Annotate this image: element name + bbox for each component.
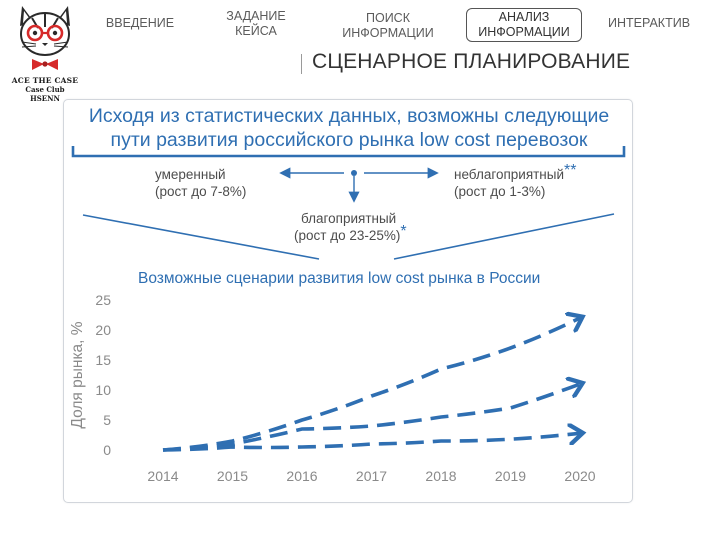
option-unfavorable: неблагоприятный** (рост до 1-3%) (454, 162, 576, 200)
x-tick-label: 2018 (425, 468, 456, 484)
chart-title: Возможные сценарии развития low cost рын… (138, 270, 541, 287)
nav-case-task-label-2: КЕЙСА (235, 24, 277, 38)
x-tick-label: 2016 (286, 468, 317, 484)
options-arrow-origin (351, 170, 357, 176)
slide-card: Исходя из статистических данных, возможн… (63, 99, 633, 503)
x-tick-label: 2019 (495, 468, 526, 484)
option-favorable-mark: * (400, 223, 407, 240)
series-line (162, 318, 580, 452)
logo-org: HSENN (30, 94, 60, 103)
section-title: СЦЕНАРНОЕ ПЛАНИРОВАНИЕ (300, 50, 630, 74)
slide-title-line-2: пути развития российского рынка low cost… (110, 129, 588, 151)
slide-title-line-1: Исходя из статистических данных, возможн… (88, 105, 610, 127)
scenario-chart: 0 5 10 15 20 25 2014 2015 2016 2017 2018 2019 2020 До… (69, 292, 596, 484)
x-tick-label: 2015 (217, 468, 248, 484)
option-favorable: благоприятный (рост до 23-25%)* (294, 210, 407, 244)
logo-title: ACE THE CASE (11, 76, 79, 85)
y-tick-label: 25 (95, 292, 111, 308)
section-title-bar (301, 54, 303, 74)
option-moderate-label: умеренный (155, 167, 226, 182)
y-tick-label: 10 (95, 382, 111, 398)
nav-info-search-label-2: ИНФОРМАЦИИ (342, 26, 434, 40)
nav-info-analysis-active[interactable]: АНАЛИЗ ИНФОРМАЦИИ (466, 8, 582, 42)
y-axis-label: Доля рынка, % (69, 321, 86, 428)
nav-interactive[interactable]: ИНТЕРАКТИВ (606, 16, 692, 31)
x-tick-label: 2020 (564, 468, 595, 484)
nav-info-analysis-label-2: ИНФОРМАЦИИ (478, 25, 570, 39)
nav-info-search-label-1: ПОИСК (365, 11, 410, 25)
scenario-diagram (71, 146, 626, 260)
funnel-line-right (393, 213, 615, 260)
option-unfavorable-growth: (рост до 1-3%) (454, 184, 546, 199)
nav-case-task[interactable]: ЗАДАНИЕ КЕЙСА (220, 9, 292, 39)
slide-title: Исходя из статистических данных, возможн… (64, 104, 634, 152)
logo: ACE THE CASE Case Club HSENN (8, 2, 82, 106)
y-tick-label: 20 (95, 322, 111, 338)
nav-intro[interactable]: ВВЕДЕНИЕ (104, 16, 176, 31)
cat-logo-icon (20, 6, 70, 70)
logo-subtitle: Case Club (25, 85, 65, 94)
y-tick-label: 0 (103, 442, 111, 458)
option-favorable-growth: (рост до 23-25%) (294, 228, 401, 243)
nav-case-task-label-1: ЗАДАНИЕ (226, 9, 286, 23)
option-unfavorable-mark: ** (564, 162, 577, 179)
series-line (162, 433, 580, 452)
option-moderate: умеренный (рост до 7-8%) (155, 166, 246, 200)
section-title-text: СЦЕНАРНОЕ ПЛАНИРОВАНИЕ (312, 50, 631, 73)
x-tick-label: 2017 (356, 468, 387, 484)
y-tick-label: 15 (95, 352, 111, 368)
nav-intro-label: ВВЕДЕНИЕ (105, 16, 175, 30)
series-line (162, 384, 580, 452)
y-tick-label: 5 (103, 412, 111, 428)
option-favorable-label: благоприятный (301, 211, 397, 226)
title-bracket (71, 146, 626, 158)
funnel-line-left (82, 214, 320, 260)
nav-info-analysis-label-1: АНАЛИЗ (498, 10, 550, 24)
option-moderate-growth: (рост до 7-8%) (155, 184, 247, 199)
nav-interactive-label: ИНТЕРАКТИВ (607, 16, 691, 30)
x-tick-label: 2014 (147, 468, 178, 484)
nav-info-search[interactable]: ПОИСК ИНФОРМАЦИИ (336, 11, 440, 41)
option-unfavorable-label: неблагоприятный (454, 167, 565, 182)
